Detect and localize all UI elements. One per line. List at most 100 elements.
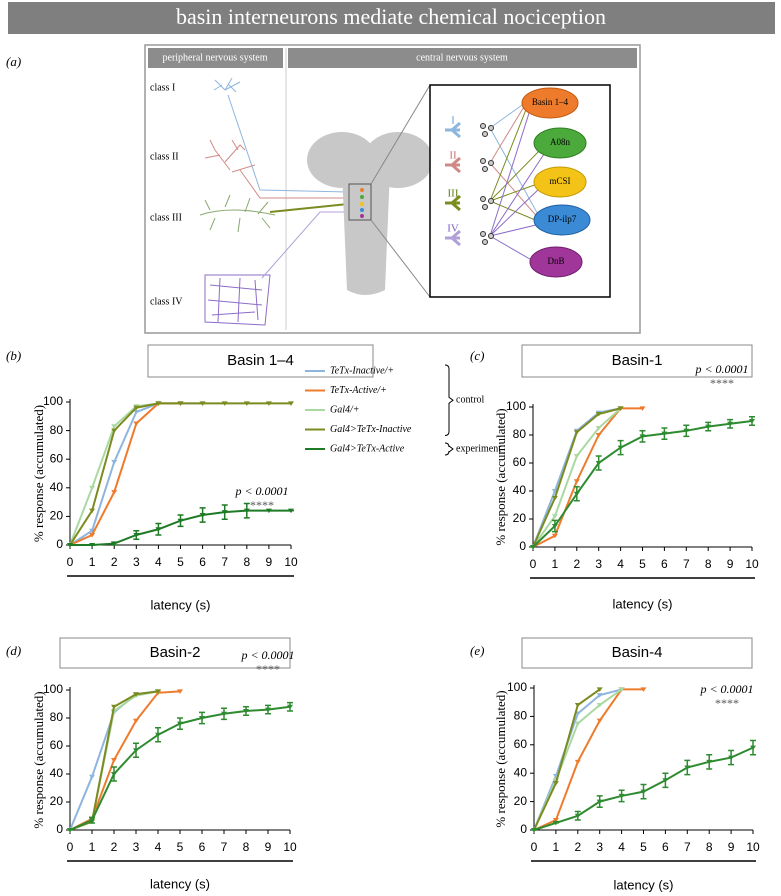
y-tick-label: 0 bbox=[56, 822, 63, 836]
x-tick-label: 6 bbox=[661, 557, 668, 571]
legend-label: Gal4>TeTx-Active bbox=[330, 443, 405, 454]
legend-bracket bbox=[444, 364, 454, 436]
x-tick-label: 5 bbox=[177, 555, 184, 569]
x-tick-label: 0 bbox=[530, 557, 537, 571]
legend-label: TeTx-Inactive/+ bbox=[330, 365, 394, 376]
class-label: class II bbox=[150, 151, 179, 162]
axon bbox=[239, 169, 348, 199]
class-label: class III bbox=[150, 212, 182, 223]
point bbox=[89, 543, 96, 548]
point bbox=[265, 401, 272, 406]
point bbox=[177, 689, 183, 694]
point bbox=[574, 813, 581, 819]
x-tick-label: 1 bbox=[553, 840, 560, 854]
target-oval bbox=[533, 204, 591, 236]
point bbox=[199, 512, 206, 518]
point bbox=[684, 765, 691, 771]
point bbox=[221, 711, 227, 717]
x-tick-label: 1 bbox=[89, 555, 96, 569]
x-tick-label: 3 bbox=[595, 557, 602, 571]
x-tick-label: 7 bbox=[684, 840, 691, 854]
point bbox=[573, 454, 580, 459]
x-tick-label: 7 bbox=[683, 557, 690, 571]
x-axis-label: latency (s) bbox=[151, 597, 211, 612]
panel-label: (d) bbox=[6, 643, 21, 658]
x-tick-label: 10 bbox=[746, 840, 760, 854]
point bbox=[133, 692, 139, 697]
point bbox=[617, 406, 624, 411]
series-line bbox=[532, 407, 643, 548]
point bbox=[67, 828, 73, 833]
point bbox=[574, 703, 581, 708]
x-tick-label: 0 bbox=[67, 555, 74, 569]
annotation: p < 0.0001 bbox=[694, 362, 748, 376]
zoom-line bbox=[370, 84, 431, 185]
y-tick-label: 20 bbox=[513, 511, 527, 525]
y-tick-label: 0 bbox=[520, 822, 527, 836]
chart: (d) Basin-2 0 20 40 60 80 100 0 1 2 3 4 5 6 7 8 9 10 latenc… bbox=[6, 637, 297, 891]
point bbox=[111, 772, 117, 777]
point bbox=[551, 514, 558, 519]
point bbox=[133, 532, 140, 538]
y-tick-label: 60 bbox=[513, 455, 527, 469]
chart-title: Basin-2 bbox=[150, 644, 201, 661]
title-box bbox=[59, 637, 291, 669]
y-axis-label: % response (accumulated) bbox=[31, 691, 46, 828]
x-tick-label: 6 bbox=[662, 840, 669, 854]
series-line bbox=[533, 688, 644, 831]
x-tick-label: 4 bbox=[155, 555, 162, 569]
point bbox=[552, 818, 559, 823]
input-label: II bbox=[449, 150, 457, 162]
title-box bbox=[147, 344, 374, 378]
title-box bbox=[521, 344, 753, 378]
target-oval bbox=[521, 87, 579, 119]
point bbox=[265, 508, 272, 514]
diagram: peripheral nervous system central nervou… bbox=[144, 44, 641, 334]
dot bbox=[360, 195, 364, 199]
zoom-line bbox=[370, 219, 431, 298]
point bbox=[661, 431, 668, 437]
header-title: basin interneurons mediate chemical noci… bbox=[176, 4, 606, 29]
zoom-box bbox=[348, 183, 372, 221]
x-tick-label: 0 bbox=[531, 840, 538, 854]
point bbox=[111, 428, 118, 434]
x-tick-label: 8 bbox=[243, 555, 250, 569]
x-tick-label: 9 bbox=[727, 557, 734, 571]
point bbox=[243, 709, 249, 714]
header-bar bbox=[8, 2, 775, 34]
neuron-class-1 bbox=[213, 77, 241, 93]
point bbox=[573, 479, 580, 484]
x-tick-label: 9 bbox=[265, 840, 272, 854]
annotation: **** bbox=[715, 696, 739, 710]
point bbox=[750, 745, 756, 751]
point bbox=[552, 781, 559, 786]
neuron-class-3 bbox=[199, 194, 276, 233]
x-tick-label: 5 bbox=[177, 840, 184, 854]
panel-label: (e) bbox=[470, 643, 484, 658]
pns-bar bbox=[148, 48, 283, 68]
legend-label: Gal4>TeTx-Inactive bbox=[330, 424, 412, 435]
point bbox=[89, 774, 95, 780]
point bbox=[111, 704, 117, 710]
y-tick-label: 100 bbox=[43, 682, 63, 696]
point bbox=[111, 424, 118, 429]
y-tick-label: 60 bbox=[50, 738, 64, 752]
y-tick-label: 40 bbox=[50, 766, 64, 780]
point bbox=[727, 421, 734, 427]
x-tick-label: 9 bbox=[266, 555, 273, 569]
chart-title: Basin 1–4 bbox=[227, 352, 294, 369]
series-line bbox=[69, 402, 181, 546]
cns-title: central nervous system bbox=[416, 52, 508, 63]
legend-label: Gal4/+ bbox=[330, 404, 360, 415]
point bbox=[596, 703, 603, 708]
y-tick-label: 100 bbox=[506, 399, 526, 413]
point bbox=[177, 401, 184, 406]
point bbox=[287, 704, 293, 710]
x-tick-label: 0 bbox=[67, 840, 74, 854]
point bbox=[288, 508, 294, 514]
x-tick-label: 7 bbox=[221, 555, 228, 569]
point bbox=[155, 689, 161, 694]
pns-title: peripheral nervous system bbox=[163, 52, 268, 63]
input-neuron bbox=[445, 194, 461, 212]
axon bbox=[227, 94, 349, 193]
